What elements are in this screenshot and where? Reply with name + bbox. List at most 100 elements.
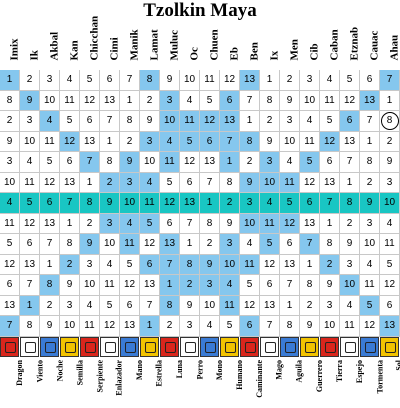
grid-cell: 13	[340, 131, 360, 152]
translation-cell: Aguila	[280, 360, 304, 408]
day-sign-header: Chuen	[200, 20, 221, 68]
grid-cell: 2	[340, 213, 360, 234]
grid-cell: 4	[260, 193, 280, 214]
grid-cell: 9	[180, 295, 200, 316]
grid-cell: 3	[360, 213, 380, 234]
grid-cell: 2	[20, 70, 40, 91]
grid-cell: 3	[280, 111, 300, 132]
grid-cell: 10	[240, 213, 260, 234]
grid-cell: 8	[0, 90, 20, 111]
grid-cell: 3	[320, 295, 340, 316]
grid-cell: 8	[220, 172, 240, 193]
day-sign-header: Kan	[60, 20, 81, 68]
grid-cell: 12	[0, 254, 20, 275]
grid-cell: 1	[100, 131, 120, 152]
grid-cell: 6	[200, 131, 220, 152]
translation-label: Sol	[395, 360, 400, 371]
grid-cell: 9	[120, 152, 140, 173]
grid-cell: 3	[60, 295, 80, 316]
translation-cell: Semilla	[60, 360, 84, 408]
grid-cell: 2	[160, 316, 180, 337]
grid-cell: 4	[320, 70, 340, 91]
grid-cell: 4	[240, 234, 260, 255]
glyph-row	[0, 337, 400, 359]
grid-cell: 4	[300, 111, 320, 132]
grid-cell: 11	[320, 90, 340, 111]
grid-cell: 7	[20, 275, 40, 296]
grid-cell: 12	[340, 90, 360, 111]
grid-cell: 7	[360, 111, 380, 132]
grid-cell: 4	[380, 213, 400, 234]
grid-cell: 4	[180, 90, 200, 111]
grid-cell: 13	[280, 254, 300, 275]
grid-cell: 8	[40, 275, 60, 296]
grid-cell: 8	[120, 111, 140, 132]
grid-cell: 8	[340, 193, 360, 214]
grid-cell: 6	[140, 254, 160, 275]
translation-cell: Luna	[160, 360, 184, 408]
grid-cell: 2	[260, 111, 280, 132]
grid-cell: 5	[360, 295, 380, 316]
grid-cell: 13	[180, 193, 200, 214]
day-sign-glyph-icon	[0, 337, 19, 357]
translation-cell: Mono	[200, 360, 224, 408]
day-sign-glyph-icon	[280, 337, 299, 357]
grid-cell: 8	[260, 90, 280, 111]
grid-cell: 13	[80, 131, 100, 152]
day-sign-header: Chicchan	[80, 16, 101, 68]
page-title: Tzolkin Maya	[143, 0, 257, 21]
grid-cell: 6	[300, 193, 320, 214]
grid-cell: 10	[360, 234, 380, 255]
grid-cell: 1	[240, 111, 260, 132]
grid-cell: 7	[340, 152, 360, 173]
grid-cell: 11	[340, 316, 360, 337]
grid-cell: 3	[300, 70, 320, 91]
grid-cell: 6	[180, 172, 200, 193]
grid-cell: 7	[120, 70, 140, 91]
grid-cell: 7	[280, 275, 300, 296]
grid-cell: 6	[0, 275, 20, 296]
grid-cell: 2	[200, 234, 220, 255]
grid-cell: 10	[80, 275, 100, 296]
grid-cell: 11	[120, 234, 140, 255]
grid-cell: 3	[100, 213, 120, 234]
grid-cell: 10	[340, 275, 360, 296]
grid-cell: 13	[120, 316, 140, 337]
grid-cell: 7	[200, 172, 220, 193]
grid-cell: 3	[0, 152, 20, 173]
grid-cell: 10	[200, 295, 220, 316]
grid-cell: 7	[140, 295, 160, 316]
translation-cell: Perro	[180, 360, 204, 408]
grid-cell: 10	[280, 131, 300, 152]
day-sign-header: Manik	[120, 20, 141, 68]
grid-cell: 9	[380, 152, 400, 173]
day-sign-label: Chuen	[208, 29, 221, 61]
grid-cell: 13	[100, 90, 120, 111]
grid-cell: 13	[40, 213, 60, 234]
day-sign-header: Cauac	[360, 20, 381, 68]
grid-cell: 8	[80, 193, 100, 214]
grid-cell: 10	[0, 172, 20, 193]
day-sign-glyph-icon	[220, 337, 239, 357]
grid-cell: 1	[300, 254, 320, 275]
grid-cell: 3	[220, 234, 240, 255]
grid-cell: 5	[340, 70, 360, 91]
grid-cell: 12	[60, 131, 80, 152]
grid-cell: 13	[160, 234, 180, 255]
grid-cell: 2	[80, 213, 100, 234]
grid-cell: 10	[140, 152, 160, 173]
grid-cell: 11	[160, 152, 180, 173]
day-sign-label: Oc	[188, 47, 201, 61]
day-sign-label: Ben	[248, 42, 261, 61]
grid-cell: 2	[140, 90, 160, 111]
grid-cell: 10	[100, 234, 120, 255]
grid-cell: 8	[20, 316, 40, 337]
grid-cell: 1	[360, 131, 380, 152]
grid-cell: 6	[260, 275, 280, 296]
day-sign-glyph-icon	[80, 337, 99, 357]
day-sign-glyph-icon	[160, 337, 179, 357]
grid-cell: 5	[100, 295, 120, 316]
grid-cell: 11	[100, 275, 120, 296]
grid-cell: 1	[0, 70, 20, 91]
grid-cell: 5	[60, 111, 80, 132]
